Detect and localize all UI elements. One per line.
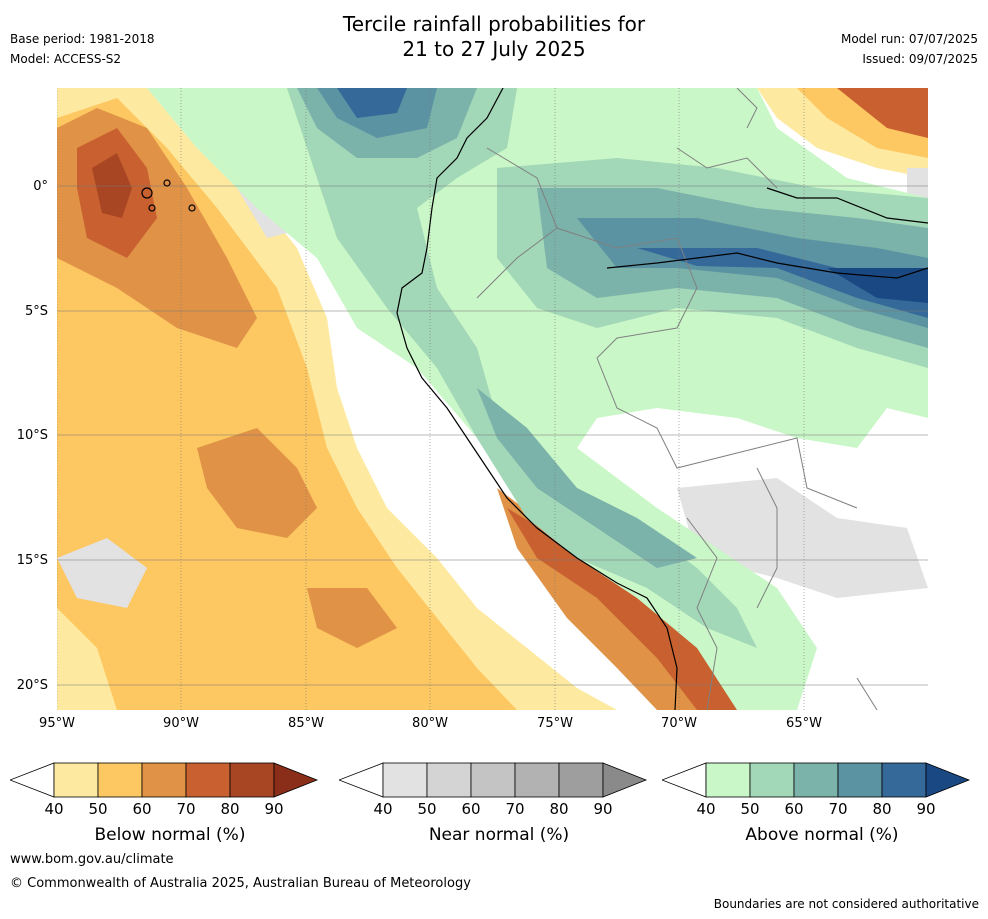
rainfall-probability-map bbox=[57, 88, 928, 710]
above-normal-regions bbox=[147, 88, 928, 710]
swatch-above-60 bbox=[793, 762, 839, 798]
swatch-below-80 bbox=[229, 762, 275, 798]
cbar-below-tick-90: 90 bbox=[264, 800, 284, 818]
model-name: Model: ACCESS-S2 bbox=[10, 52, 122, 66]
cbar-below-tick-70: 70 bbox=[176, 800, 196, 818]
swatch-below-60 bbox=[141, 762, 187, 798]
issued-date: Issued: 09/07/2025 bbox=[862, 52, 978, 66]
swatch-above-80 bbox=[881, 762, 927, 798]
cbar-near-title: Near normal (%) bbox=[428, 825, 570, 845]
swatch-near-60 bbox=[470, 762, 516, 798]
lon-label-95w: 95°W bbox=[39, 716, 75, 731]
title-line-1: Tercile rainfall probabilities for bbox=[342, 12, 646, 36]
swatch-below-over bbox=[273, 762, 319, 798]
swatch-below-40 bbox=[53, 762, 99, 798]
lon-label-90w: 90°W bbox=[163, 716, 199, 731]
swatch-near-70 bbox=[514, 762, 560, 798]
copyright-notice: © Commonwealth of Australia 2025, Austra… bbox=[10, 876, 471, 891]
colorbar-near-swatches bbox=[337, 762, 648, 798]
swatch-above-70 bbox=[837, 762, 883, 798]
cbar-above-tick-70: 70 bbox=[828, 800, 848, 818]
cbar-below-tick-80: 80 bbox=[220, 800, 240, 818]
swatch-near-80 bbox=[558, 762, 604, 798]
lat-label-20s: 20°S bbox=[16, 678, 48, 693]
lon-label-75w: 75°W bbox=[537, 716, 573, 731]
cbar-above-tick-60: 60 bbox=[784, 800, 804, 818]
cbar-near-tick-40: 40 bbox=[373, 800, 393, 818]
website-link[interactable]: www.bom.gov.au/climate bbox=[10, 852, 174, 867]
swatch-near-50 bbox=[426, 762, 472, 798]
lat-label-10s: 10°S bbox=[16, 428, 48, 443]
lon-label-70w: 70°W bbox=[661, 716, 697, 731]
lon-label-85w: 85°W bbox=[288, 716, 324, 731]
cbar-above-tick-90: 90 bbox=[916, 800, 936, 818]
cbar-near-tick-80: 80 bbox=[549, 800, 569, 818]
cbar-below-tick-40: 40 bbox=[44, 800, 64, 818]
lat-label-5s: 5°S bbox=[24, 304, 48, 319]
swatch-near-under bbox=[337, 762, 384, 798]
cbar-near-tick-50: 50 bbox=[417, 800, 437, 818]
meta-left: Base period: 1981-2018 Model: ACCESS-S2 bbox=[10, 29, 155, 69]
meta-right: Model run: 07/07/2025 Issued: 09/07/2025 bbox=[841, 29, 978, 69]
cbar-above-title: Above normal (%) bbox=[745, 825, 899, 845]
cbar-below-tick-60: 60 bbox=[132, 800, 152, 818]
cbar-near-tick-60: 60 bbox=[461, 800, 481, 818]
map-title: Tercile rainfall probabilities for 21 to… bbox=[0, 12, 988, 62]
map-svg bbox=[57, 88, 928, 710]
cbar-near-tick-90: 90 bbox=[593, 800, 613, 818]
country-borders bbox=[476, 88, 878, 710]
cbar-above-tick-40: 40 bbox=[696, 800, 716, 818]
swatch-below-under bbox=[8, 762, 55, 798]
coastline bbox=[141, 88, 928, 710]
swatch-above-over bbox=[925, 762, 971, 798]
swatch-above-40 bbox=[705, 762, 751, 798]
map-graticule bbox=[57, 88, 928, 710]
swatch-near-over bbox=[602, 762, 648, 798]
lat-label-0: 0° bbox=[33, 179, 48, 194]
swatch-below-70 bbox=[185, 762, 231, 798]
cbar-near-tick-70: 70 bbox=[505, 800, 525, 818]
cbar-below-tick-50: 50 bbox=[88, 800, 108, 818]
colorbar-above-normal: 40 50 60 70 80 90 Above normal (%) bbox=[660, 762, 972, 852]
colorbar-above-swatches bbox=[660, 762, 971, 798]
swatch-above-under bbox=[660, 762, 707, 798]
cbar-below-title: Below normal (%) bbox=[94, 825, 246, 845]
lat-label-15s: 15°S bbox=[16, 553, 48, 568]
boundaries-disclaimer: Boundaries are not considered authoritat… bbox=[713, 897, 979, 911]
swatch-below-50 bbox=[97, 762, 143, 798]
cbar-above-tick-50: 50 bbox=[740, 800, 760, 818]
colorbar-below-normal: 40 50 60 70 80 90 Below normal (%) bbox=[8, 762, 320, 852]
below-normal-regions bbox=[57, 88, 928, 710]
swatch-above-50 bbox=[749, 762, 795, 798]
title-line-2: 21 to 27 July 2025 bbox=[402, 37, 586, 61]
lon-label-65w: 65°W bbox=[786, 716, 822, 731]
colorbar-below-swatches bbox=[8, 762, 319, 798]
lon-label-80w: 80°W bbox=[412, 716, 448, 731]
colorbar-near-normal: 40 50 60 70 80 90 Near normal (%) bbox=[337, 762, 649, 852]
model-run: Model run: 07/07/2025 bbox=[840, 32, 978, 46]
cbar-above-tick-80: 80 bbox=[872, 800, 892, 818]
swatch-near-40 bbox=[382, 762, 428, 798]
base-period: Base period: 1981-2018 bbox=[10, 32, 155, 46]
